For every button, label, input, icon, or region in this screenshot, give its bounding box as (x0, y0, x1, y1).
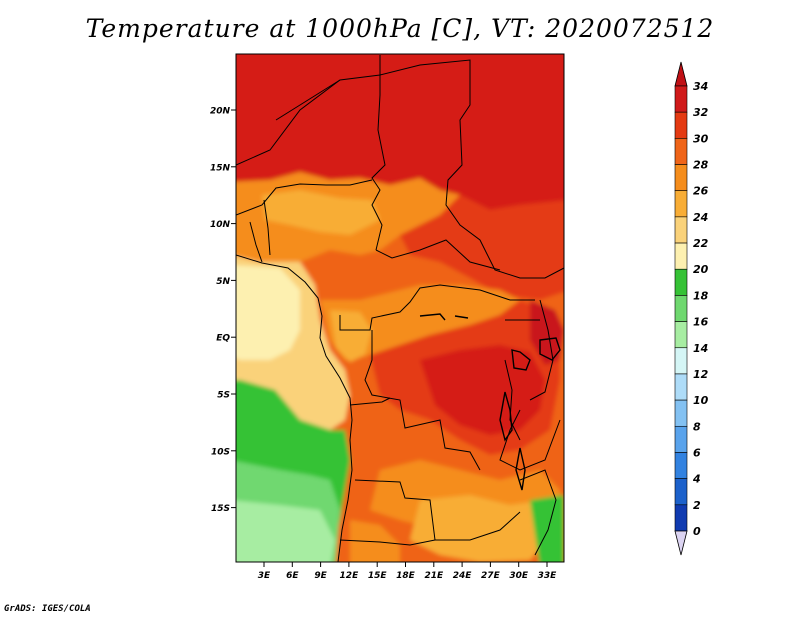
lon-tick-label: 12E (340, 571, 360, 581)
lat-tick-label: 10N (210, 220, 231, 230)
lon-tick-label: 30E (509, 571, 529, 581)
lakes (419, 313, 561, 491)
map-title: Temperature at 1000hPa [C], VT: 20200725… (85, 14, 715, 43)
colorbar-segment (674, 399, 688, 427)
colorbar-label: 8 (693, 420, 701, 433)
grads-credit: GrADS: IGES/COLA (4, 604, 91, 614)
colorbar-label: 12 (693, 368, 709, 381)
colorbar-label: 0 (693, 525, 701, 538)
colorbar-segment (674, 268, 688, 296)
colorbar-label: 32 (693, 106, 709, 119)
colorbar-label: 24 (693, 211, 708, 224)
lat-tick-label: 15N (210, 163, 231, 173)
colorbar-segment (674, 347, 688, 375)
colorbar-label: 34 (693, 80, 708, 93)
lat-tick-label: 15S (211, 504, 230, 514)
lon-tick-label: 18E (396, 571, 416, 581)
colorbar-segment (674, 216, 688, 244)
colorbar-segment (674, 190, 688, 218)
colorbar-segment (674, 242, 688, 270)
colorbar-label: 10 (693, 394, 709, 407)
lat-tick-label: 20N (210, 107, 231, 117)
lat-tick-label: 5N (216, 277, 230, 287)
lat-tick-label: 10S (211, 447, 230, 457)
colorbar-label: 4 (692, 473, 701, 486)
colorbar-label: 6 (693, 446, 701, 459)
colorbar-label: 20 (693, 263, 709, 276)
colorbar-segment (674, 295, 688, 322)
colorbar-label: 14 (693, 342, 708, 355)
temperature-field (236, 54, 564, 562)
colorbar-segment (674, 373, 688, 401)
colorbar-segment (674, 504, 688, 532)
colorbar-label: 16 (693, 316, 709, 329)
latitude-axis: 20N 15N 10N 5N EQ 5S 10S 15S (210, 107, 236, 514)
colorbar-label: 28 (693, 159, 709, 172)
longitude-axis: 3E 6E 9E 12E 15E 18E 21E 24E 27E 30E 33E (258, 562, 557, 581)
lon-tick-label: 21E (424, 571, 444, 581)
colorbar-label: 22 (693, 237, 709, 250)
colorbar-segment (674, 425, 688, 453)
colorbar-segment (674, 138, 688, 165)
lat-tick-label: 5S (217, 391, 230, 401)
colorbar-segment (674, 111, 688, 139)
map-frame (235, 53, 565, 563)
colorbar-label: 26 (693, 185, 709, 198)
lon-tick-label: 15E (368, 571, 388, 581)
colorbar-segment (674, 452, 688, 479)
colorbar-label: 30 (693, 132, 709, 145)
lon-tick-label: 9E (314, 571, 327, 581)
colorbar-segment (674, 164, 688, 192)
lon-tick-label: 6E (286, 571, 299, 581)
lon-tick-label: 3E (258, 571, 271, 581)
colorbar-segment (674, 321, 688, 349)
lon-tick-label: 24E (453, 571, 473, 581)
colorbar-segment (674, 478, 688, 506)
colorbar-segment (674, 85, 688, 113)
colorbar-label: 18 (693, 289, 709, 302)
lon-tick-label: 33E (538, 571, 558, 581)
country-borders (236, 55, 564, 562)
lon-tick-label: 27E (481, 571, 501, 581)
lat-tick-label: EQ (216, 334, 230, 344)
colorbar-top-arrow (674, 61, 688, 87)
colorbar-bottom-arrow (674, 530, 688, 556)
colorbar-label: 2 (693, 499, 701, 512)
